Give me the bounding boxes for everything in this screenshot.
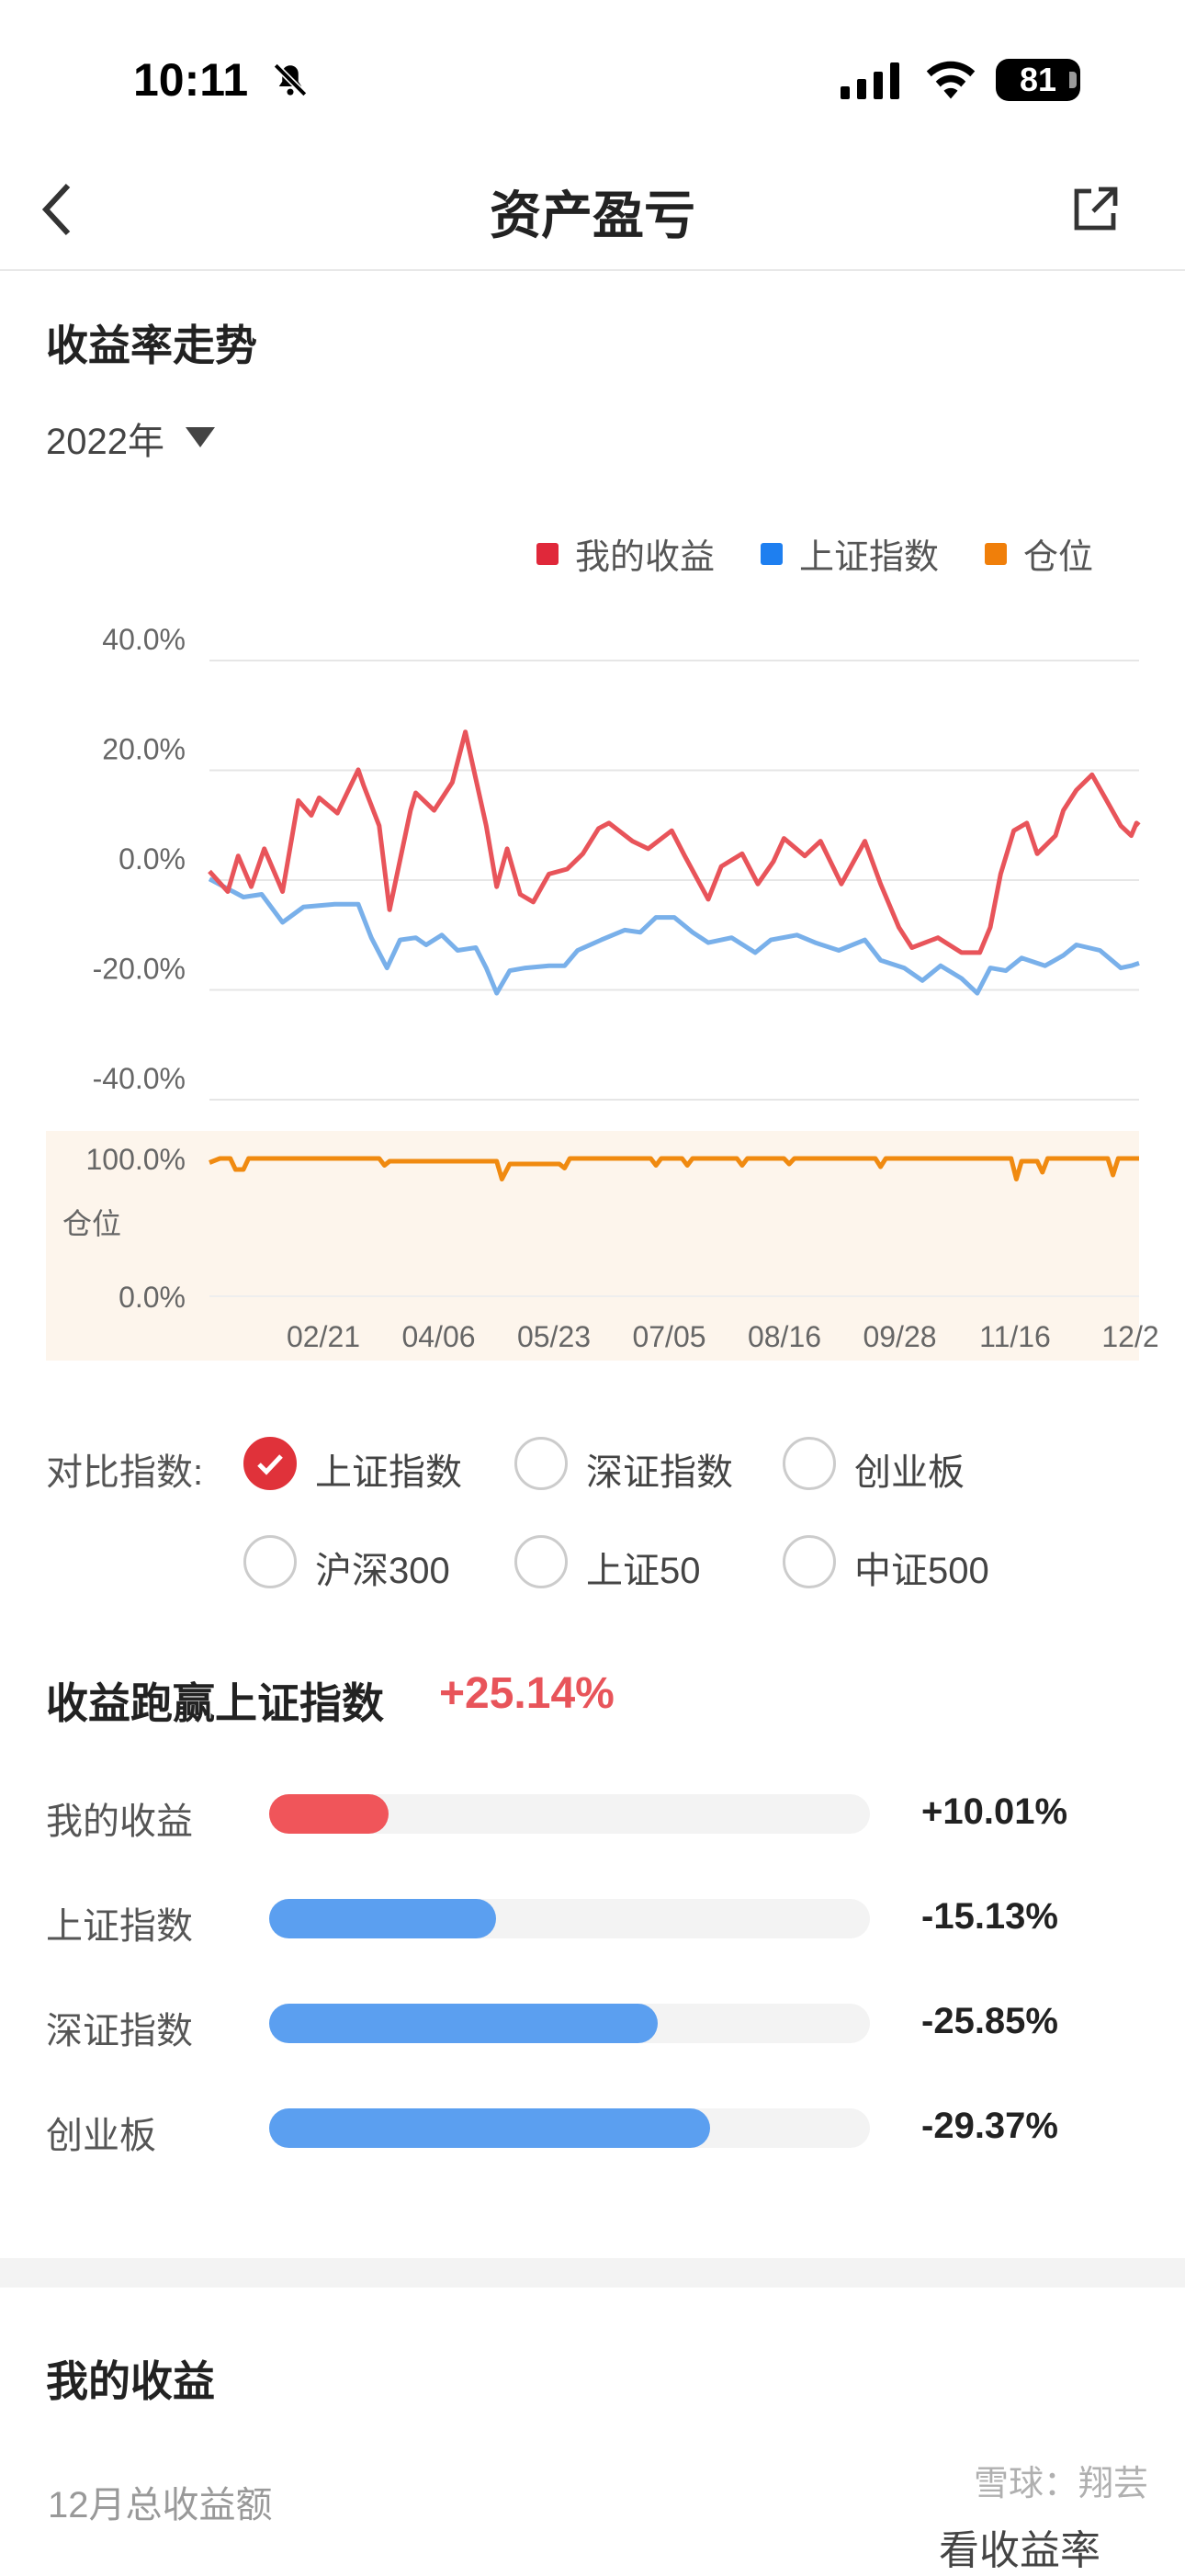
position-panel <box>46 1131 1139 1361</box>
compare-option-label: 中证500 <box>854 1551 989 1591</box>
compare-option-label: 创业板 <box>854 1452 965 1493</box>
bar-track <box>269 2108 870 2148</box>
legend-item-my-return[interactable]: 我的收益 <box>536 528 715 579</box>
status-time: 10:11 <box>133 54 249 106</box>
bar-fill <box>269 1899 497 1938</box>
bell-slash-icon <box>273 62 308 97</box>
bar-label: 我的收益 <box>46 1802 193 1842</box>
chevron-left-icon[interactable] <box>39 182 75 237</box>
header-divider <box>0 269 1185 271</box>
series-line-shanghai-index <box>208 876 1140 996</box>
month-total-label: 12月总收益额 <box>48 2485 273 2525</box>
y-tick-label: 20.0% <box>102 733 186 766</box>
bar-fill <box>269 2108 711 2148</box>
legend-swatch <box>536 542 559 565</box>
x-tick-label: 05/23 <box>517 1320 591 1353</box>
bar-value: +10.01% <box>921 1791 1068 1832</box>
bar-fill <box>269 1794 389 1834</box>
wifi-icon <box>926 61 976 99</box>
share-external-icon[interactable] <box>1069 184 1121 235</box>
x-tick-label: 09/28 <box>863 1320 936 1353</box>
compare-option-label: 上证指数 <box>315 1452 462 1493</box>
bar-track <box>269 2004 870 2043</box>
compare-option-label: 沪深300 <box>315 1551 450 1591</box>
watermark: 雪球：翔芸 <box>974 2465 1149 2503</box>
section-gap <box>0 2258 1185 2288</box>
check-icon <box>257 1454 283 1475</box>
series-line-position <box>209 1156 1139 1181</box>
outperform-title: 收益跑赢上证指数 <box>46 1679 384 1727</box>
x-tick-label: 11/16 <box>979 1320 1051 1353</box>
year-value[interactable]: 2022年 <box>46 422 164 462</box>
compare-option-label: 上证50 <box>586 1551 701 1591</box>
x-tick-label: 02/21 <box>287 1320 360 1353</box>
legend-item-position[interactable]: 仓位 <box>984 528 1093 579</box>
y-tick-label: -40.0% <box>93 1062 186 1095</box>
outperform-value: +25.14% <box>439 1669 615 1718</box>
battery-cap <box>1069 72 1077 88</box>
x-tick-label: 12/2 <box>1101 1320 1158 1353</box>
bar-value: -29.37% <box>921 2106 1058 2146</box>
legend-swatch <box>760 542 783 565</box>
return-trend-chart: 40.0% 20.0% 0.0% -20.0% -40.0% 100.0% 0.0% 仓位 02… <box>46 623 1159 1361</box>
radio-checked[interactable] <box>243 1437 297 1490</box>
y-tick-label: 40.0% <box>102 623 186 656</box>
legend-label: 我的收益 <box>574 538 715 577</box>
y-tick-label: -20.0% <box>93 953 186 986</box>
chart-legend: 我的收益 上证指数 仓位 <box>536 528 1093 579</box>
bar-label: 上证指数 <box>46 1906 193 1947</box>
trend-title: 收益率走势 <box>46 322 257 369</box>
series-line-my-return <box>208 729 1141 955</box>
page-title: 资产盈亏 <box>490 186 695 244</box>
compare-label: 对比指数: <box>46 1452 204 1493</box>
my-income-title: 我的收益 <box>46 2357 215 2405</box>
position-axis-label: 仓位 <box>62 1207 121 1240</box>
bar-value: -15.13% <box>921 1896 1058 1937</box>
bar-track <box>269 1899 870 1938</box>
radio-unchecked[interactable] <box>514 1535 568 1588</box>
bar-track <box>269 1794 870 1834</box>
radio-unchecked[interactable] <box>514 1437 568 1490</box>
legend-swatch <box>984 542 1007 565</box>
radio-unchecked[interactable] <box>783 1437 836 1490</box>
bar-value: -25.85% <box>921 2001 1058 2041</box>
radio-unchecked[interactable] <box>243 1535 297 1588</box>
bar-label: 创业板 <box>46 2116 156 2156</box>
y-tick-label: 0.0% <box>118 842 186 876</box>
bar-fill <box>269 2004 658 2043</box>
battery-icon: 81 <box>996 59 1080 101</box>
legend-item-shanghai[interactable]: 上证指数 <box>760 528 939 579</box>
x-tick-label: 07/05 <box>632 1320 705 1353</box>
x-tick-label: 04/06 <box>401 1320 475 1353</box>
position-y-tick-label: 100.0% <box>85 1143 186 1176</box>
position-y-tick-label: 0.0% <box>118 1281 186 1314</box>
x-tick-label: 08/16 <box>748 1320 821 1353</box>
caret-down-icon[interactable] <box>186 427 215 447</box>
radio-unchecked[interactable] <box>783 1535 836 1588</box>
legend-label: 仓位 <box>1022 538 1093 577</box>
legend-label: 上证指数 <box>798 538 939 577</box>
bar-label: 深证指数 <box>46 2011 193 2051</box>
signal-icon <box>841 62 905 99</box>
compare-option-label: 深证指数 <box>586 1452 733 1493</box>
view-return-button[interactable]: 看收益率 <box>939 2528 1100 2573</box>
